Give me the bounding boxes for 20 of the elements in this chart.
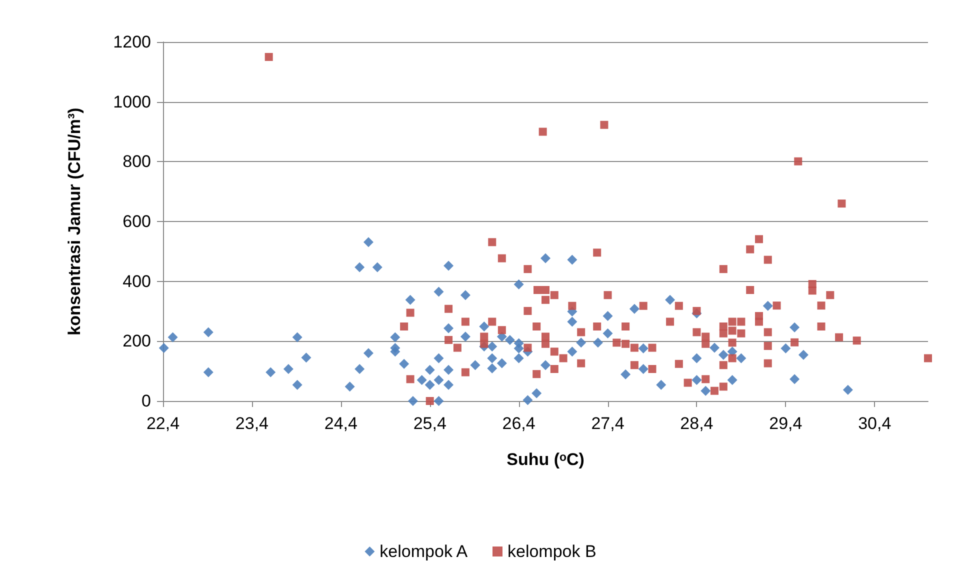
x-tick-label: 24,4	[324, 414, 358, 433]
x-axis-title: Suhu (ᵒC)	[506, 450, 584, 469]
y-tick-label: 0	[142, 392, 151, 410]
legend-label: kelompok A	[380, 542, 468, 561]
x-tick-label: 27,4	[591, 414, 624, 433]
x-tick-label: 28,4	[680, 414, 714, 433]
x-tick-label: 29,4	[769, 414, 802, 433]
y-tick-label: 400	[122, 272, 151, 291]
y-tick-label: 600	[122, 212, 151, 231]
y-tick-label: 1200	[113, 32, 151, 52]
x-tick-label: 23,4	[235, 414, 268, 433]
legend-label: kelompok B	[508, 542, 596, 561]
y-tick-label: 200	[122, 332, 151, 351]
y-tick-label: 1000	[113, 92, 151, 112]
x-tick-label: 22,4	[146, 414, 180, 433]
y-tick-label: 800	[122, 152, 151, 172]
x-tick-label: 25,4	[413, 414, 446, 433]
x-tick-label: 26,4	[502, 414, 536, 433]
y-axis-title: konsentrasi Jamur (CFU/m³)	[65, 108, 84, 336]
x-tick-label: 30,4	[858, 414, 892, 433]
